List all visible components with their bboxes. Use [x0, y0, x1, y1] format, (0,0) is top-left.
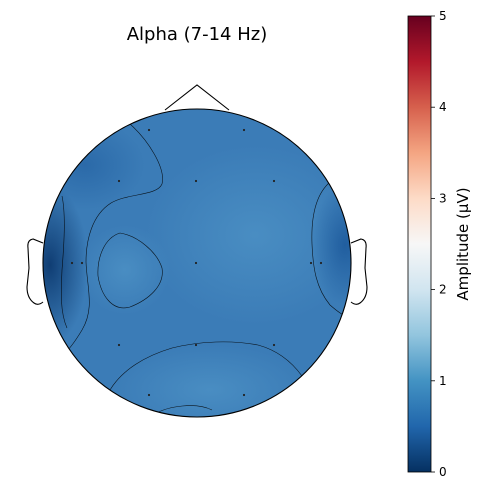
head-outline [42, 108, 352, 418]
colorbar-tick-label: 3 [439, 191, 447, 205]
electrode-marker [194, 179, 198, 183]
electrode-marker [242, 128, 246, 132]
contour-line [97, 232, 163, 309]
colorbar: 0 1 2 3 4 5 Amplitude (µV) [407, 9, 472, 479]
colorbar-label: Amplitude (µV) [454, 187, 472, 300]
electrode-marker [80, 261, 84, 265]
contour-line [311, 181, 350, 319]
electrode-marker [242, 393, 246, 397]
electrode-marker [194, 261, 198, 265]
right-ear-outline [350, 238, 368, 305]
electrode-marker [147, 393, 151, 397]
chart-title: Alpha (7-14 Hz) [127, 24, 268, 45]
electrode-markers [70, 128, 323, 397]
right-temporal-low-region [311, 185, 351, 305]
electrode-marker [117, 343, 121, 347]
contour-line [109, 341, 303, 391]
colorbar-tick-label: 5 [439, 9, 447, 23]
electrode-marker [319, 261, 323, 265]
colorbar-ticks: 0 1 2 3 4 5 [431, 9, 447, 479]
electrode-marker [194, 343, 198, 347]
left-ear-outline [26, 238, 44, 305]
electrode-marker [70, 261, 74, 265]
electrode-marker [309, 261, 313, 265]
contour-lines [60, 123, 350, 415]
electrode-marker [117, 179, 121, 183]
left-temporal-low-region [43, 185, 88, 345]
electrode-marker [272, 343, 276, 347]
scalp-map [43, 109, 351, 417]
electrode-marker [272, 179, 276, 183]
contour-line [60, 195, 68, 329]
electrode-marker [147, 128, 151, 132]
colorbar-bar [407, 15, 432, 473]
colorbar-tick-label: 4 [439, 100, 447, 114]
colorbar-tick-label: 2 [439, 283, 447, 297]
colorbar-tick-label: 1 [439, 374, 447, 388]
contour-line [65, 123, 163, 353]
nose-outline [164, 84, 230, 111]
colorbar-tick-label: 0 [439, 465, 447, 479]
